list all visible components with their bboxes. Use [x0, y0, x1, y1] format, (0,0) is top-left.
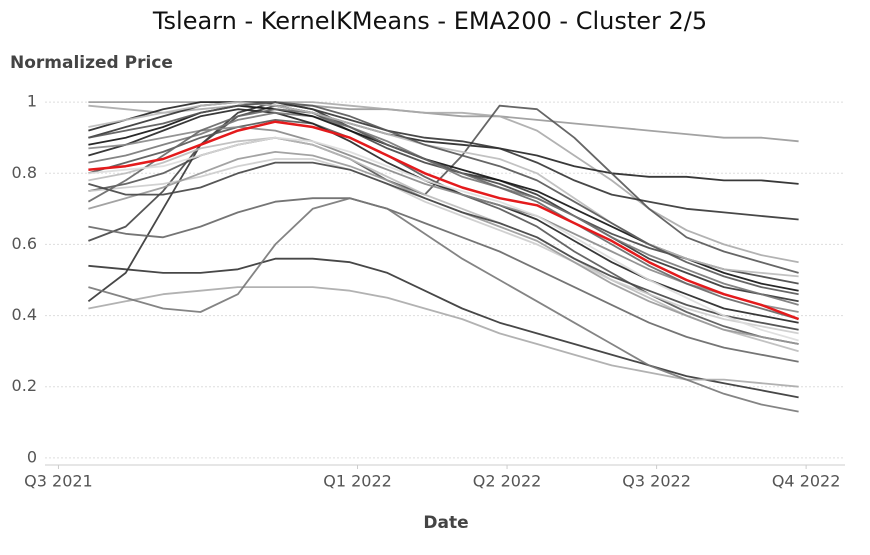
y-tick-label: 0.4 — [12, 305, 37, 324]
series-line — [88, 111, 799, 306]
x-tick-label: Q1 2022 — [323, 472, 392, 491]
series-line — [88, 101, 799, 264]
x-tick-label: Q3 2021 — [24, 472, 93, 491]
series-line — [88, 120, 800, 321]
series-line — [88, 101, 799, 278]
series-line — [88, 158, 799, 335]
series-line — [88, 257, 799, 399]
series-line — [88, 101, 799, 185]
x-tick-label: Q3 2022 — [622, 472, 691, 491]
series-line — [88, 108, 799, 324]
x-axis-title: Date — [423, 513, 468, 533]
y-tick-label: 0.6 — [12, 234, 37, 253]
y-axis-title: Normalized Price — [10, 53, 173, 73]
series-line — [88, 161, 799, 331]
x-tick-label: Q2 2022 — [473, 472, 542, 491]
chart-title: Tslearn - KernelKMeans - EMA200 - Cluste… — [152, 7, 707, 35]
y-tick-label: 0.2 — [12, 376, 37, 395]
series-line — [88, 286, 799, 388]
y-tick-label: 0 — [27, 447, 37, 466]
y-tick-label: 0.8 — [12, 163, 37, 182]
y-tick-label: 1 — [27, 92, 37, 111]
series-line — [88, 136, 799, 342]
series-line — [88, 197, 799, 363]
series-line — [87, 108, 799, 320]
series-line — [88, 101, 799, 296]
x-tick-label: Q4 2022 — [772, 472, 841, 491]
series-line — [88, 197, 799, 413]
